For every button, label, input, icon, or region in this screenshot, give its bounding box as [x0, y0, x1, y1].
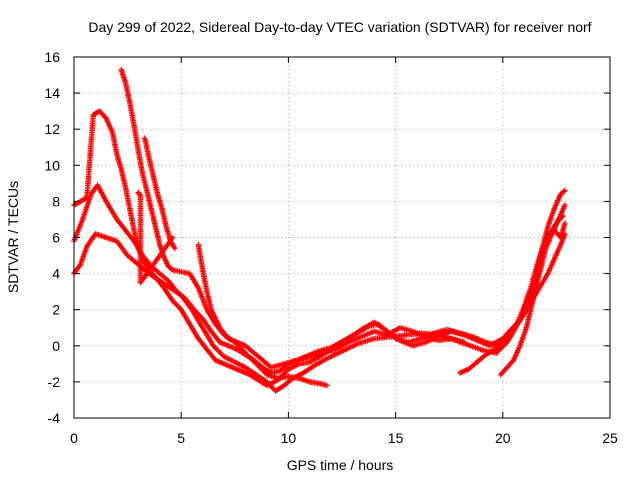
y-tick-label-9: 14	[44, 85, 60, 101]
y-tick-label-0: -4	[48, 410, 61, 426]
x-axis-ticks: 0 5 10 15 20 25	[70, 57, 618, 446]
data-point	[171, 245, 178, 252]
x-tick-label-1: 5	[177, 430, 185, 446]
y-tick-label-1: -2	[48, 374, 61, 390]
series-track-e	[141, 135, 178, 252]
data-point	[561, 188, 567, 195]
series-track-i	[135, 189, 176, 286]
series-track-f	[195, 241, 468, 371]
x-tick-label-0: 0	[70, 430, 78, 446]
data-point	[324, 382, 330, 389]
y-tick-label-8: 12	[44, 121, 60, 137]
series-track-d	[118, 66, 330, 389]
x-axis-title: GPS time / hours	[287, 457, 394, 473]
y-tick-label-3: 2	[52, 302, 60, 318]
y-tick-label-5: 6	[52, 230, 60, 246]
data-point	[562, 220, 568, 226]
y-tick-label-10: 16	[44, 49, 60, 65]
x-tick-label-5: 25	[602, 430, 618, 446]
series-track-h	[497, 220, 568, 378]
x-tick-label-4: 20	[495, 430, 511, 446]
x-tick-label-2: 10	[281, 430, 297, 446]
grid-lines	[74, 57, 610, 418]
data-point	[509, 358, 516, 365]
series-track-a	[71, 213, 566, 394]
y-axis-title: SDTVAR / TECUs	[5, 181, 21, 293]
data-point	[562, 187, 568, 194]
y-axis-ticks: -4 -2 0 2 4 6 8 10 12 14 16	[44, 49, 610, 426]
y-tick-label-2: 0	[52, 338, 60, 354]
y-tick-label-7: 10	[44, 157, 60, 173]
data-point	[169, 234, 176, 241]
data-point	[136, 191, 143, 198]
chart-title: Day 299 of 2022, Sidereal Day-to-day VTE…	[88, 19, 591, 35]
data-point	[461, 339, 468, 345]
x-tick-label-3: 15	[388, 430, 404, 446]
data-point	[168, 266, 175, 272]
y-tick-label-4: 4	[52, 266, 60, 282]
data-point	[102, 114, 108, 120]
data-point	[562, 202, 568, 208]
y-tick-label-6: 8	[52, 193, 60, 209]
data-points	[71, 66, 568, 394]
